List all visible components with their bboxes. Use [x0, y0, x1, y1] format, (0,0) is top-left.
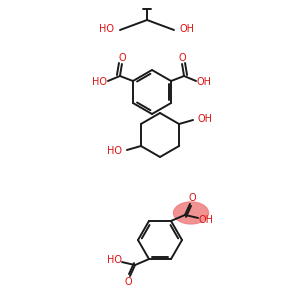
Text: O: O	[118, 53, 126, 63]
Text: OH: OH	[196, 77, 211, 87]
Text: O: O	[178, 53, 186, 63]
Ellipse shape	[173, 202, 208, 224]
Text: O: O	[188, 193, 196, 203]
Text: HO: HO	[98, 24, 113, 34]
Text: HO: HO	[106, 255, 122, 265]
Text: HO: HO	[107, 146, 122, 156]
Text: OH: OH	[179, 24, 194, 34]
Text: O: O	[124, 277, 132, 287]
Text: HO: HO	[92, 77, 107, 87]
Text: OH: OH	[198, 114, 213, 124]
Text: OH: OH	[199, 215, 214, 225]
